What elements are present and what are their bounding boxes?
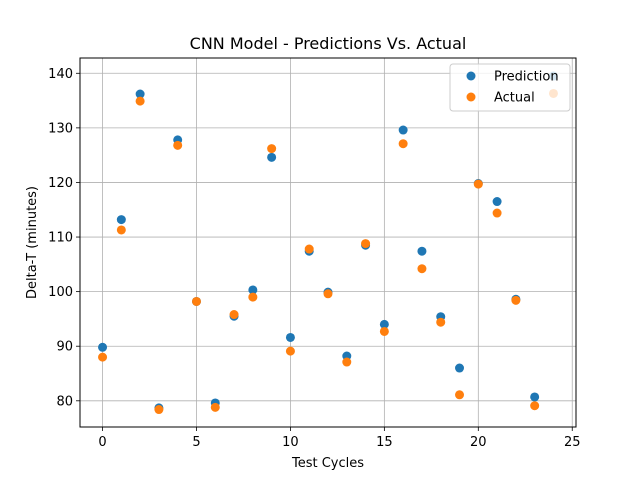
prediction-point bbox=[455, 363, 465, 373]
legend-box bbox=[449, 63, 571, 112]
actual-point bbox=[436, 317, 446, 327]
y-tick-label: 80 bbox=[56, 394, 73, 409]
actual-point bbox=[379, 326, 389, 336]
x-tick-label: 15 bbox=[376, 435, 393, 450]
legend-marker-prediction bbox=[466, 71, 476, 81]
y-tick-label: 120 bbox=[48, 176, 73, 191]
y-tick-label: 100 bbox=[48, 285, 73, 300]
y-tick-label: 110 bbox=[48, 231, 73, 246]
y-axis-title: Delta-T (minutes) bbox=[25, 186, 40, 299]
actual-point bbox=[135, 96, 145, 106]
actual-point bbox=[116, 225, 126, 235]
prediction-point bbox=[398, 125, 408, 135]
actual-point bbox=[191, 296, 201, 306]
actual-point bbox=[398, 139, 408, 149]
actual-point bbox=[304, 244, 314, 254]
actual-point bbox=[511, 295, 521, 305]
x-tick-label: 0 bbox=[98, 435, 106, 450]
prediction-point bbox=[116, 215, 126, 225]
actual-point bbox=[342, 357, 352, 367]
x-tick-label: 25 bbox=[564, 435, 581, 450]
x-axis-title: Test Cycles bbox=[291, 456, 364, 471]
actual-point bbox=[229, 310, 239, 320]
y-axis: 80 90 100 110 120 130 140 bbox=[48, 67, 80, 409]
legend-marker-actual bbox=[466, 92, 476, 102]
x-axis: 0 5 10 15 20 25 bbox=[98, 427, 581, 450]
legend: Prediction Actual bbox=[449, 63, 571, 112]
x-tick-label: 20 bbox=[470, 435, 487, 450]
actual-point bbox=[154, 405, 164, 415]
actual-point bbox=[98, 352, 108, 362]
prediction-point bbox=[492, 197, 502, 207]
prediction-point bbox=[417, 246, 427, 256]
actual-point bbox=[173, 140, 183, 150]
actual-point bbox=[210, 402, 220, 412]
prediction-point bbox=[379, 319, 389, 329]
actual-point bbox=[361, 239, 371, 249]
plot-frame bbox=[79, 57, 577, 428]
legend-label-prediction: Prediction bbox=[494, 70, 559, 85]
prediction-point bbox=[98, 342, 108, 352]
data-points bbox=[98, 71, 558, 415]
prediction-point bbox=[248, 285, 258, 295]
chart-title: CNN Model - Predictions Vs. Actual bbox=[190, 34, 467, 53]
actual-point bbox=[530, 401, 540, 411]
actual-point bbox=[455, 390, 465, 400]
prediction-point bbox=[285, 332, 295, 342]
actual-point bbox=[473, 179, 483, 189]
actual-point bbox=[248, 292, 258, 302]
actual-point bbox=[417, 264, 427, 274]
prediction-point bbox=[135, 89, 145, 99]
y-tick-label: 130 bbox=[48, 121, 73, 136]
actual-point bbox=[323, 289, 333, 299]
legend-label-actual: Actual bbox=[494, 91, 535, 106]
prediction-point bbox=[267, 152, 277, 162]
x-tick-label: 5 bbox=[192, 435, 200, 450]
actual-point bbox=[267, 144, 277, 154]
y-tick-label: 140 bbox=[48, 67, 73, 82]
actual-point bbox=[285, 346, 295, 356]
prediction-point bbox=[530, 392, 540, 402]
actual-point bbox=[492, 208, 502, 218]
y-tick-label: 90 bbox=[56, 340, 73, 355]
x-tick-label: 10 bbox=[282, 435, 299, 450]
grid bbox=[80, 58, 576, 427]
